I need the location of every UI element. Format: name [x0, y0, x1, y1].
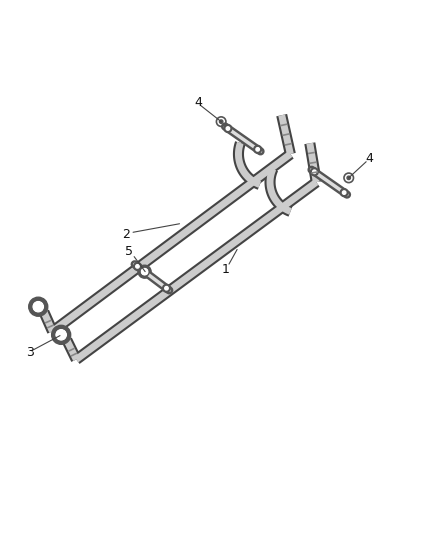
Circle shape — [136, 265, 139, 268]
Circle shape — [165, 287, 168, 290]
Circle shape — [313, 170, 316, 173]
Text: 1: 1 — [222, 263, 230, 277]
Text: 2: 2 — [122, 228, 130, 240]
Circle shape — [340, 189, 348, 197]
Text: 4: 4 — [194, 95, 202, 109]
Text: 4: 4 — [366, 152, 374, 165]
Circle shape — [311, 168, 318, 176]
Circle shape — [219, 120, 223, 123]
Text: 3: 3 — [26, 346, 34, 359]
Circle shape — [134, 262, 141, 270]
Circle shape — [226, 127, 230, 130]
Text: 5: 5 — [125, 245, 133, 258]
Circle shape — [256, 148, 259, 151]
Circle shape — [224, 125, 232, 132]
Circle shape — [29, 297, 48, 316]
Circle shape — [343, 191, 346, 195]
Circle shape — [254, 146, 261, 154]
Circle shape — [162, 284, 170, 292]
Circle shape — [56, 329, 66, 340]
Circle shape — [33, 302, 43, 312]
Circle shape — [52, 325, 71, 344]
Circle shape — [138, 265, 151, 278]
Circle shape — [347, 176, 350, 180]
Circle shape — [141, 268, 148, 275]
